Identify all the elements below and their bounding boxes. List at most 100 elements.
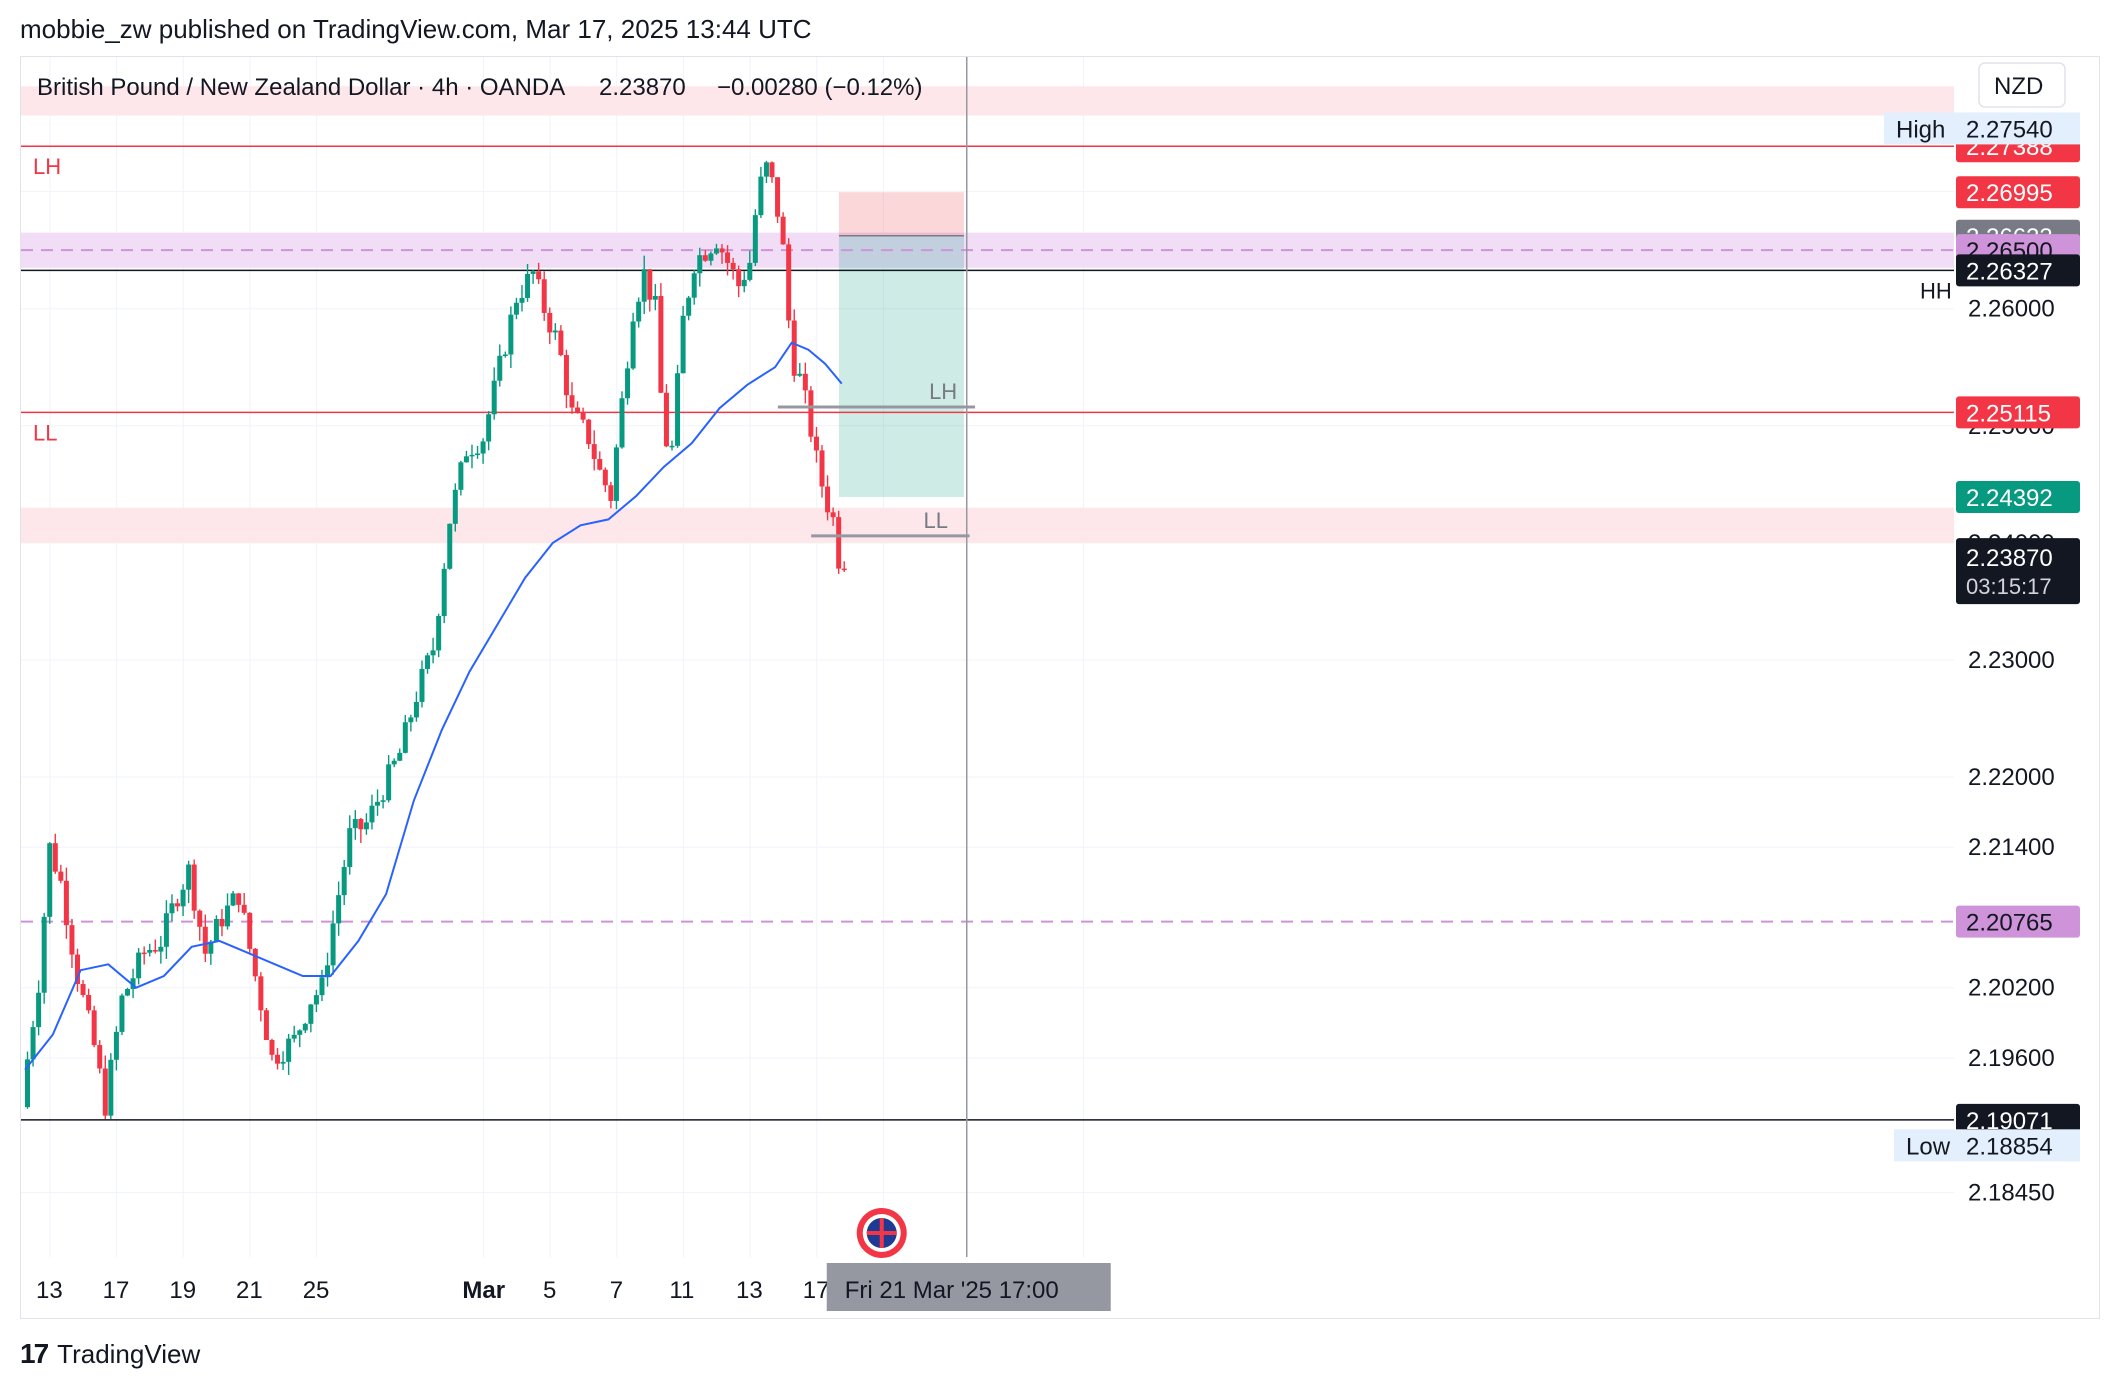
candle-body xyxy=(36,992,42,1028)
candle-body xyxy=(797,373,803,376)
candle-body xyxy=(775,177,781,217)
candle-body xyxy=(369,805,375,823)
price-tag-bg xyxy=(1956,396,2080,429)
candle-body xyxy=(658,295,664,393)
candle-body xyxy=(463,456,469,463)
candle-body xyxy=(125,989,131,996)
candle-body xyxy=(52,843,58,872)
candle-body xyxy=(263,1010,269,1041)
symbol-title: British Pound / New Zealand Dollar · 4h … xyxy=(37,74,565,101)
candle-body xyxy=(341,866,347,896)
candle-body xyxy=(158,946,164,952)
candle-body xyxy=(91,1010,97,1046)
price-tag: 2.26995 xyxy=(1966,180,2053,207)
candle-body xyxy=(252,948,258,977)
zone-band xyxy=(21,507,1954,543)
candle-body xyxy=(713,248,719,254)
candle-body xyxy=(430,650,436,656)
price-tick-label: 2.18450 xyxy=(1968,1180,2055,1207)
candle-body xyxy=(325,965,331,978)
candle-body xyxy=(702,255,708,261)
candle-body xyxy=(330,923,336,966)
candle-body xyxy=(508,314,514,355)
high-tag-bg xyxy=(1884,112,2080,145)
candle-body xyxy=(630,321,636,369)
candle-body xyxy=(625,368,631,399)
candle-body xyxy=(86,995,92,1011)
candle-body xyxy=(186,864,192,890)
candle-body xyxy=(225,905,231,927)
candle-body xyxy=(736,269,742,287)
currency-button[interactable] xyxy=(1978,62,2066,108)
candle-body xyxy=(686,297,692,316)
candle-body xyxy=(580,412,586,420)
candle-body xyxy=(169,903,175,914)
candle-body xyxy=(408,717,414,723)
current-price-bg xyxy=(1956,538,2080,605)
candle-body xyxy=(175,903,181,907)
candle-body xyxy=(786,244,792,321)
candle-body xyxy=(641,269,647,302)
tradingview-logo-icon: 17 xyxy=(20,1338,49,1369)
candle-body xyxy=(758,176,764,216)
candle-body xyxy=(586,419,592,445)
candle-body xyxy=(286,1038,292,1062)
level-label: HH xyxy=(1920,278,1952,303)
candle-body xyxy=(202,926,208,954)
candle-body xyxy=(652,295,658,300)
candle-body xyxy=(747,262,753,280)
candle-body xyxy=(213,918,219,942)
candle-body xyxy=(375,801,381,806)
candle-body xyxy=(452,489,458,524)
moving-average-line xyxy=(24,341,843,1071)
candle-body xyxy=(136,952,142,979)
candle-body xyxy=(486,414,492,442)
candle-body xyxy=(302,1023,308,1031)
candle-body xyxy=(813,436,819,451)
candle-body xyxy=(297,1030,303,1035)
time-tick-label: 13 xyxy=(36,1277,63,1304)
candle-body xyxy=(336,895,342,924)
candle-body xyxy=(280,1061,286,1064)
candle-body xyxy=(680,315,686,374)
price-axis: 2.18450 2.19600 2.20200 2.21400 2.22000 2.230… xyxy=(1884,57,2099,1257)
time-axis: 1317192125Mar571113171927Fri 21 Mar '25 … xyxy=(36,1263,1111,1311)
price-tag: 2.26327 xyxy=(1966,258,2053,285)
price-tick-label: 2.22000 xyxy=(1968,764,2055,791)
time-tick-label: 21 xyxy=(236,1277,263,1304)
candle-body xyxy=(519,297,525,303)
level-label: LH xyxy=(33,154,61,179)
candle-body xyxy=(58,871,64,881)
candle-body xyxy=(808,390,814,437)
price-tag: 2.24392 xyxy=(1966,485,2053,512)
candle-body xyxy=(197,910,203,927)
candle-body xyxy=(119,995,125,1032)
candle-body xyxy=(725,252,731,263)
candle-body xyxy=(741,279,747,287)
candle-body xyxy=(436,615,442,651)
candlestick-chart[interactable]: LH LL HH LH LL British Pound / New Zealand Do… xyxy=(21,57,2099,1318)
candle-body xyxy=(358,819,364,830)
candle-body xyxy=(830,512,836,518)
price-tag: 2.20765 xyxy=(1966,910,2053,937)
low-tag-bg xyxy=(1894,1129,2080,1162)
candle-body xyxy=(291,1034,297,1039)
candle-body xyxy=(802,373,808,391)
crosshair-time-bg xyxy=(826,1263,1111,1311)
position-stop-zone xyxy=(838,192,964,236)
time-tick-label: 25 xyxy=(303,1277,330,1304)
candle-body xyxy=(102,1068,108,1116)
candle-body xyxy=(308,1004,314,1024)
candle-body xyxy=(730,262,736,270)
segment-label: LH xyxy=(929,379,957,404)
candle-body xyxy=(558,330,564,356)
candle-body xyxy=(425,655,431,669)
chart-pane[interactable]: LH LL HH LH LL British Pound / New Zealand Do… xyxy=(20,56,2100,1319)
candle-body xyxy=(691,273,697,298)
candle-body xyxy=(247,912,253,949)
price-tag-bg xyxy=(1956,480,2080,513)
candle-body xyxy=(258,976,264,1011)
price-tick-label: 2.23000 xyxy=(1968,647,2055,674)
candle-body xyxy=(386,764,392,801)
candle-body xyxy=(791,320,797,376)
